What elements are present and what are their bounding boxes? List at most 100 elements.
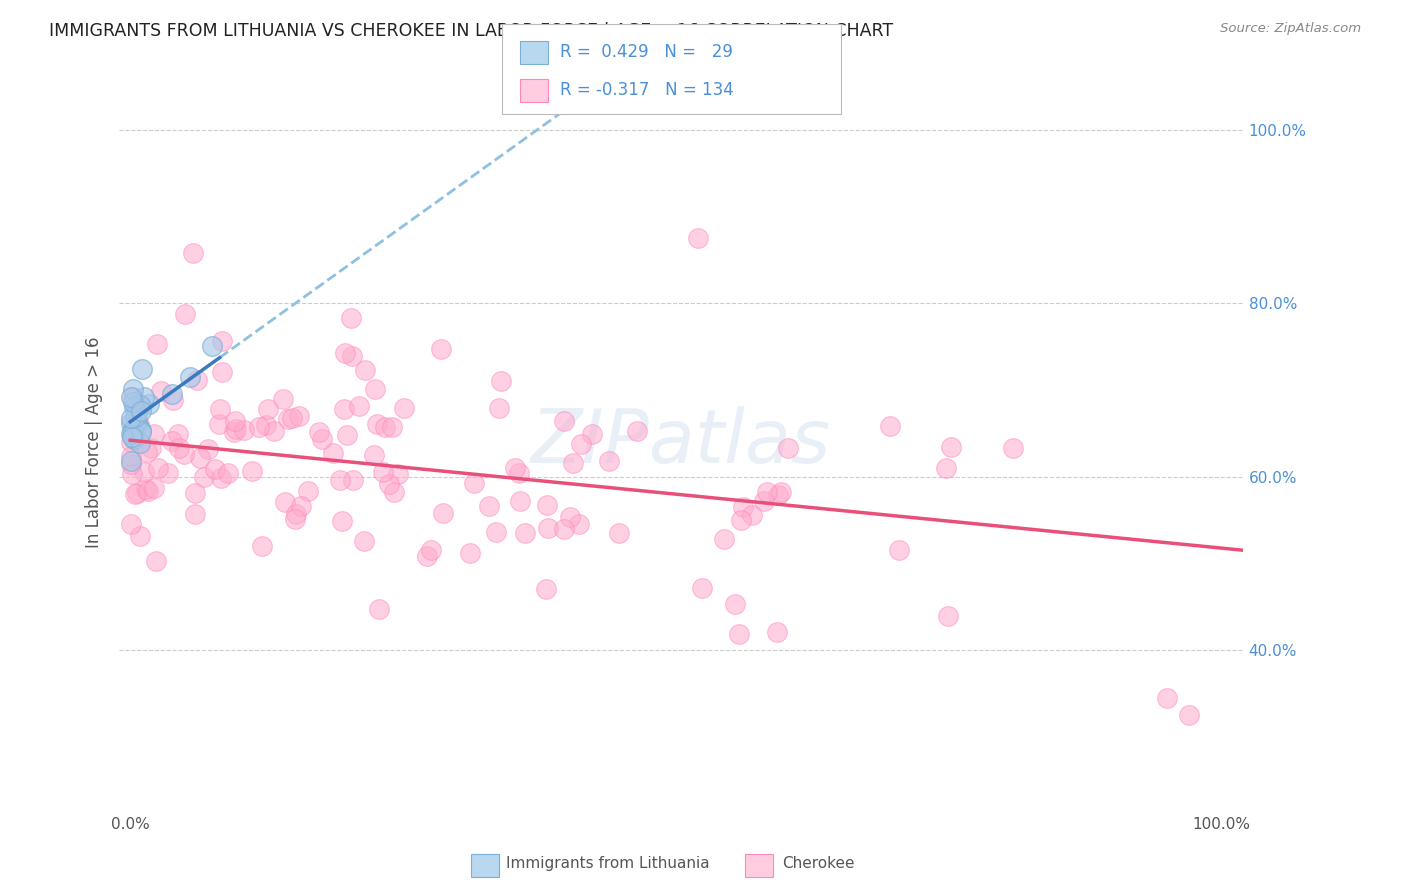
Point	[1002, 442, 1025, 456]
Point	[225, 422, 247, 436]
Point	[935, 461, 957, 475]
Point	[713, 532, 735, 546]
Point	[121, 424, 143, 438]
Point	[186, 373, 208, 387]
Point	[120, 390, 142, 404]
Point	[568, 517, 591, 532]
Point	[121, 426, 143, 441]
Point	[342, 349, 364, 363]
Point	[728, 627, 751, 641]
Point	[125, 398, 148, 412]
Point	[143, 481, 166, 495]
Point	[690, 581, 713, 595]
Point	[284, 512, 307, 526]
Point	[129, 425, 152, 439]
Point	[128, 398, 150, 412]
Point	[285, 507, 308, 521]
Point	[537, 521, 560, 535]
Point	[125, 486, 148, 500]
Point	[135, 482, 157, 496]
Point	[169, 442, 191, 456]
Point	[132, 390, 155, 404]
Point	[208, 417, 231, 431]
Point	[121, 430, 143, 444]
Point	[419, 543, 441, 558]
Point	[366, 417, 388, 431]
Point	[374, 419, 396, 434]
Point	[201, 339, 224, 353]
Point	[129, 423, 152, 437]
Point	[766, 488, 789, 502]
Point	[217, 466, 239, 480]
Point	[778, 442, 800, 456]
Point	[120, 516, 142, 531]
Point	[208, 401, 231, 416]
Text: Cherokee: Cherokee	[782, 856, 855, 871]
Point	[128, 529, 150, 543]
Point	[329, 474, 352, 488]
Point	[184, 486, 207, 500]
Point	[197, 442, 219, 456]
Point	[240, 464, 263, 478]
Text: IMMIGRANTS FROM LITHUANIA VS CHEROKEE IN LABOR FORCE | AGE > 16 CORRELATION CHAR: IMMIGRANTS FROM LITHUANIA VS CHEROKEE IN…	[49, 22, 893, 40]
Point	[463, 476, 485, 491]
Point	[136, 445, 159, 459]
Point	[363, 382, 385, 396]
Text: R =  0.429   N =   29: R = 0.429 N = 29	[560, 43, 733, 62]
Point	[752, 493, 775, 508]
Point	[120, 449, 142, 463]
Point	[1177, 708, 1199, 723]
Point	[128, 417, 150, 431]
Point	[730, 513, 752, 527]
Point	[204, 462, 226, 476]
Point	[167, 427, 190, 442]
Point	[581, 427, 603, 442]
Point	[287, 409, 309, 424]
Point	[297, 483, 319, 498]
Point	[939, 440, 962, 454]
Point	[686, 231, 709, 245]
Point	[347, 400, 370, 414]
Point	[127, 417, 149, 432]
Point	[250, 539, 273, 553]
Text: ZIPatlas: ZIPatlas	[531, 406, 831, 478]
Point	[724, 597, 747, 611]
Point	[879, 419, 901, 434]
Point	[209, 471, 232, 485]
Point	[340, 311, 363, 326]
Point	[124, 400, 146, 414]
Point	[769, 485, 792, 500]
Y-axis label: In Labor Force | Age > 16: In Labor Force | Age > 16	[86, 336, 103, 548]
Point	[387, 467, 409, 481]
Point	[741, 508, 763, 523]
Point	[553, 414, 575, 428]
Point	[290, 499, 312, 513]
Point	[247, 420, 270, 434]
Point	[458, 546, 481, 560]
Point	[432, 507, 454, 521]
Point	[224, 413, 246, 427]
Point	[121, 467, 143, 481]
Point	[149, 384, 172, 399]
Point	[157, 466, 180, 480]
Point	[254, 418, 277, 433]
Point	[371, 466, 394, 480]
Point	[120, 435, 142, 450]
Point	[363, 448, 385, 462]
Point	[131, 361, 153, 376]
Point	[478, 500, 501, 514]
Point	[508, 466, 530, 480]
Point	[271, 392, 294, 406]
Point	[125, 404, 148, 418]
Point	[136, 483, 159, 498]
Point	[146, 461, 169, 475]
Point	[142, 426, 165, 441]
Point	[378, 477, 401, 491]
Point	[755, 484, 778, 499]
Point	[211, 334, 233, 349]
Point	[263, 424, 285, 438]
Point	[128, 435, 150, 450]
Point	[121, 383, 143, 397]
Point	[485, 524, 508, 539]
Point	[558, 510, 581, 524]
